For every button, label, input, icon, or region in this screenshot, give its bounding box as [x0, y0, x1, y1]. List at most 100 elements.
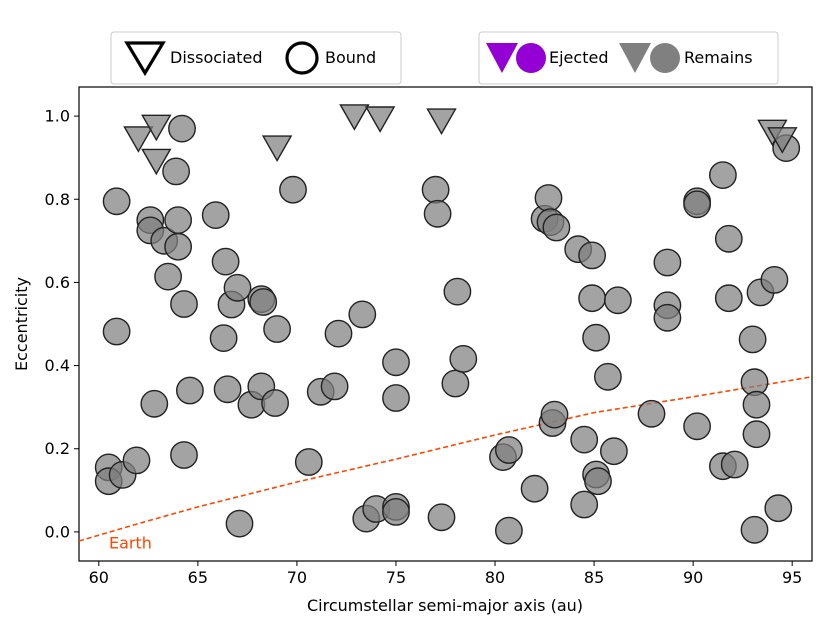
dissociated-point — [141, 148, 172, 176]
bound-point — [494, 516, 523, 545]
bound-point — [294, 448, 323, 476]
bound-point — [154, 262, 183, 291]
x-tick-label: 70 — [287, 568, 307, 587]
plot-frame — [78, 86, 813, 562]
bound-point — [421, 175, 450, 204]
bound-point — [170, 290, 198, 318]
bound-point — [584, 467, 612, 496]
bound-point — [760, 265, 789, 294]
bound-point — [683, 412, 711, 441]
x-tick-label: 85 — [584, 568, 604, 587]
bound-point — [738, 325, 767, 354]
bound-point — [225, 509, 254, 538]
bound-point — [382, 497, 410, 526]
legend-ejected-circle — [516, 43, 546, 73]
bound-point — [263, 315, 291, 343]
legend-remains-triangle — [619, 43, 651, 73]
legend-left-box — [110, 31, 402, 85]
legend-left: Dissociated Bound — [110, 31, 402, 85]
x-tick-label: 60 — [89, 568, 109, 587]
dissociated-point — [123, 126, 154, 153]
bound-point — [249, 288, 278, 316]
legend-remains-label: Remains — [684, 48, 753, 67]
bound-point — [279, 175, 307, 204]
bound-point — [740, 515, 769, 544]
legend-remains-circle — [650, 43, 680, 73]
y-tick-label: 0.6 — [45, 273, 70, 292]
bound-point — [211, 247, 240, 276]
dissociated-point — [767, 127, 798, 154]
bound-point — [604, 286, 632, 315]
bound-point — [443, 277, 472, 306]
bound-point — [164, 206, 193, 235]
legend-right: Ejected Remains — [478, 31, 779, 85]
bound-point — [201, 201, 230, 230]
bound-point — [570, 490, 599, 519]
bound-point — [520, 474, 549, 503]
bound-point — [653, 303, 682, 332]
dissociated-point — [364, 106, 396, 133]
bound-point — [578, 241, 606, 270]
bound-point — [582, 323, 610, 352]
x-tick-label: 75 — [386, 568, 406, 587]
bound-point — [449, 344, 478, 373]
ticks-layer: 60 65 70 75 80 85 90 95 0.0 0.2 0.4 0.6 0.8 1.0 — [45, 107, 803, 587]
bound-point — [168, 114, 196, 143]
bound-point — [320, 372, 349, 401]
bound-point — [542, 213, 571, 242]
bound-point — [764, 494, 793, 523]
x-tick-label: 90 — [683, 568, 703, 587]
x-tick-label: 95 — [782, 568, 802, 587]
bound-point — [223, 273, 252, 302]
bound-point — [441, 369, 470, 398]
legend-bound-label: Bound — [325, 48, 376, 67]
bound-point — [709, 161, 737, 190]
bound-point — [140, 389, 169, 418]
earth-curve-label: Earth — [109, 534, 152, 553]
dissociated-point — [339, 104, 370, 131]
y-tick-label: 1.0 — [45, 107, 70, 126]
bound-point — [494, 436, 523, 464]
bound-point — [164, 232, 193, 261]
x-tick-label: 80 — [485, 568, 505, 587]
dissociated-point — [261, 135, 293, 163]
bound-point — [382, 348, 410, 377]
bound-point — [348, 300, 377, 329]
bound-point — [714, 224, 743, 253]
bound-point — [742, 390, 771, 419]
data-points-layer — [94, 104, 801, 545]
bound-point — [534, 184, 563, 212]
bound-point — [427, 503, 456, 532]
bound-point — [683, 190, 711, 219]
bound-point — [653, 248, 682, 277]
bound-point — [209, 324, 238, 352]
bound-point — [382, 384, 410, 412]
y-tick-label: 0.0 — [45, 522, 70, 541]
dissociated-point — [426, 108, 457, 136]
legend-dissociated-label: Dissociated — [170, 48, 263, 67]
bound-point — [742, 420, 771, 449]
bound-point — [261, 389, 289, 417]
bound-point — [102, 317, 131, 346]
bound-point — [162, 157, 191, 186]
bound-point — [714, 284, 743, 313]
bound-point — [213, 375, 242, 404]
bound-point — [324, 319, 353, 348]
earth-curve-layer: Earth — [78, 376, 813, 553]
bound-point — [637, 399, 666, 428]
legend-ejected-triangle — [486, 43, 518, 73]
bound-point — [423, 199, 452, 228]
bound-point — [170, 441, 198, 469]
bound-point — [175, 376, 204, 405]
y-tick-label: 0.4 — [45, 356, 70, 375]
legend-bound-marker — [285, 41, 319, 75]
x-tick-label: 65 — [188, 568, 208, 587]
bound-point — [720, 450, 749, 479]
earth-curve — [78, 376, 813, 542]
legend-ejected-label: Ejected — [549, 48, 608, 67]
bound-point — [122, 446, 151, 475]
bound-point — [540, 400, 569, 429]
bound-point — [600, 437, 628, 466]
bound-point — [570, 425, 599, 454]
